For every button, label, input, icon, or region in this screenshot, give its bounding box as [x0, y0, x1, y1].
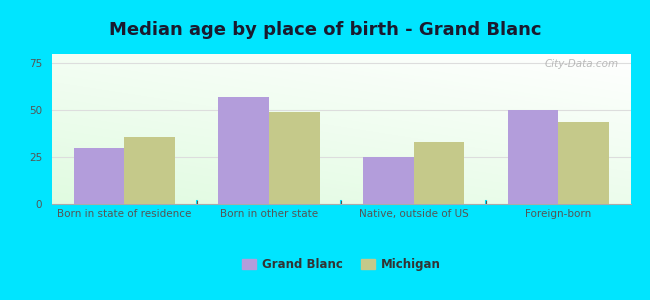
- Text: Median age by place of birth - Grand Blanc: Median age by place of birth - Grand Bla…: [109, 21, 541, 39]
- Text: City-Data.com: City-Data.com: [545, 58, 619, 68]
- Bar: [73, 148, 124, 204]
- Bar: [508, 110, 558, 204]
- Bar: [558, 122, 609, 204]
- Bar: [269, 112, 320, 204]
- Bar: [218, 97, 269, 204]
- Bar: [363, 157, 413, 204]
- Bar: [413, 142, 464, 204]
- Bar: [124, 136, 175, 204]
- Legend: Grand Blanc, Michigan: Grand Blanc, Michigan: [237, 254, 445, 276]
